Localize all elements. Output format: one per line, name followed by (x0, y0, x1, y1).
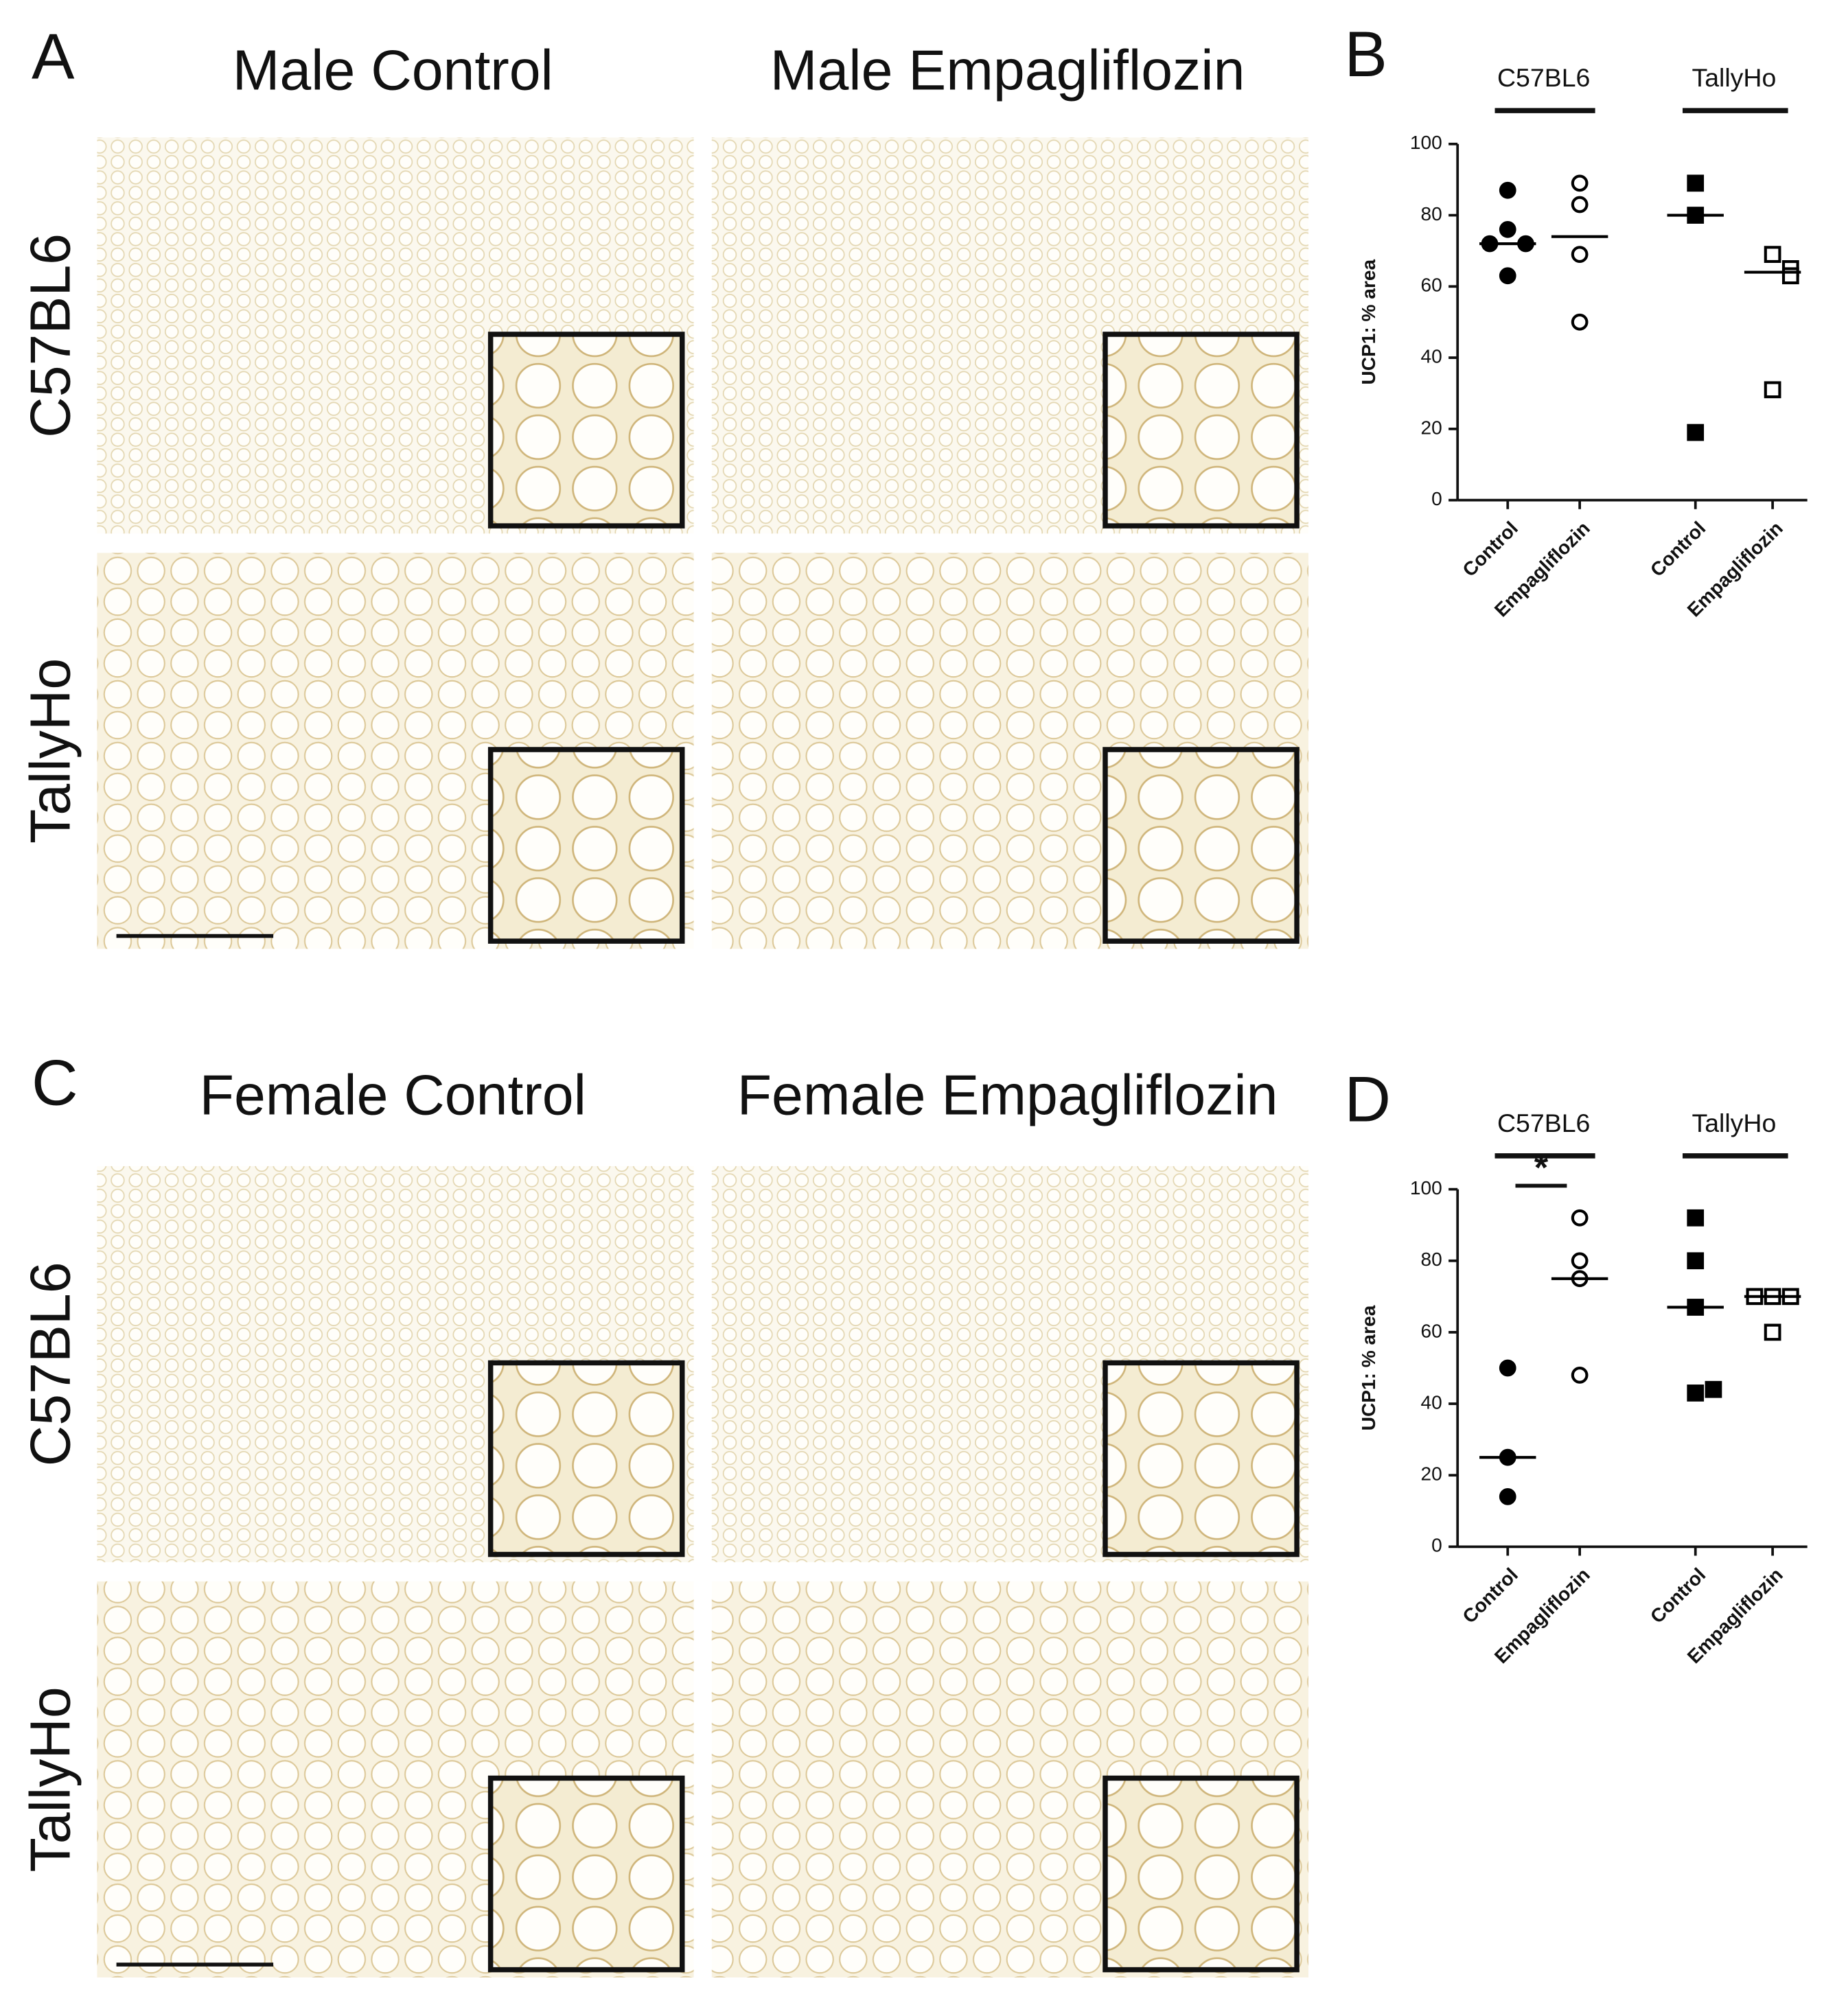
column-title: Male Empagliflozin (770, 38, 1245, 102)
point (1499, 181, 1516, 199)
y-tick-label: 20 (1420, 1463, 1442, 1485)
inset (487, 747, 685, 944)
row-label: TallyHo (19, 658, 82, 844)
y-tick-label: 100 (1410, 1177, 1442, 1198)
point (1764, 1323, 1781, 1341)
row-label: TallyHo (19, 1687, 82, 1872)
point (1687, 174, 1705, 192)
point (1571, 1367, 1589, 1384)
y-axis-label: UCP1: % area (1358, 1305, 1379, 1430)
inset (1103, 332, 1300, 529)
column-title: Female Control (200, 1063, 586, 1126)
point (1571, 196, 1589, 213)
x-tick-label: Control (1458, 518, 1521, 581)
y-tick-label: 100 (1410, 132, 1442, 153)
x-tick-label: Control (1458, 1564, 1521, 1627)
group-label: C57BL6 (1497, 63, 1590, 92)
point (1571, 1209, 1589, 1227)
y-tick-label: 0 (1431, 1535, 1442, 1556)
point (1687, 1252, 1705, 1270)
point (1571, 246, 1589, 263)
y-tick-label: 0 (1431, 488, 1442, 509)
point (1571, 174, 1589, 192)
point (1764, 381, 1781, 399)
y-tick-label: 60 (1420, 275, 1442, 296)
column-title: Female Empagliflozin (737, 1063, 1278, 1126)
y-axis-label: UCP1: % area (1358, 259, 1379, 385)
y-tick-label: 80 (1420, 1249, 1442, 1270)
y-tick-label: 80 (1420, 203, 1442, 224)
panel-letter: A (32, 21, 75, 93)
point (1499, 1488, 1516, 1505)
inset (487, 1360, 685, 1557)
point (1764, 246, 1781, 263)
group-label: TallyHo (1692, 1109, 1777, 1137)
point (1687, 1384, 1705, 1402)
x-tick-label: Control (1646, 518, 1709, 581)
y-tick-label: 40 (1420, 1391, 1442, 1413)
y-tick-label: 20 (1420, 417, 1442, 438)
group-label: TallyHo (1692, 63, 1777, 92)
panel-letter: D (1344, 1063, 1391, 1135)
group-label: C57BL6 (1497, 1109, 1590, 1137)
point (1571, 313, 1589, 331)
y-tick-label: 40 (1420, 346, 1442, 367)
point (1705, 1380, 1722, 1398)
point (1687, 424, 1705, 441)
point (1499, 1359, 1516, 1377)
inset (487, 1775, 685, 1973)
panel-letter: B (1344, 18, 1387, 90)
panel-letter: C (32, 1046, 78, 1118)
inset (1103, 1775, 1300, 1973)
row-label: C57BL6 (19, 233, 82, 438)
point (1499, 267, 1516, 285)
x-tick-label: Control (1646, 1564, 1709, 1627)
inset (1103, 1360, 1300, 1557)
point (1687, 1209, 1705, 1227)
inset (1103, 747, 1300, 944)
y-tick-label: 60 (1420, 1320, 1442, 1341)
column-title: Male Control (233, 38, 553, 102)
significance-label: * (1534, 1148, 1549, 1188)
row-label: C57BL6 (19, 1262, 82, 1466)
point (1499, 220, 1516, 238)
inset (487, 332, 685, 529)
point (1571, 1252, 1589, 1270)
